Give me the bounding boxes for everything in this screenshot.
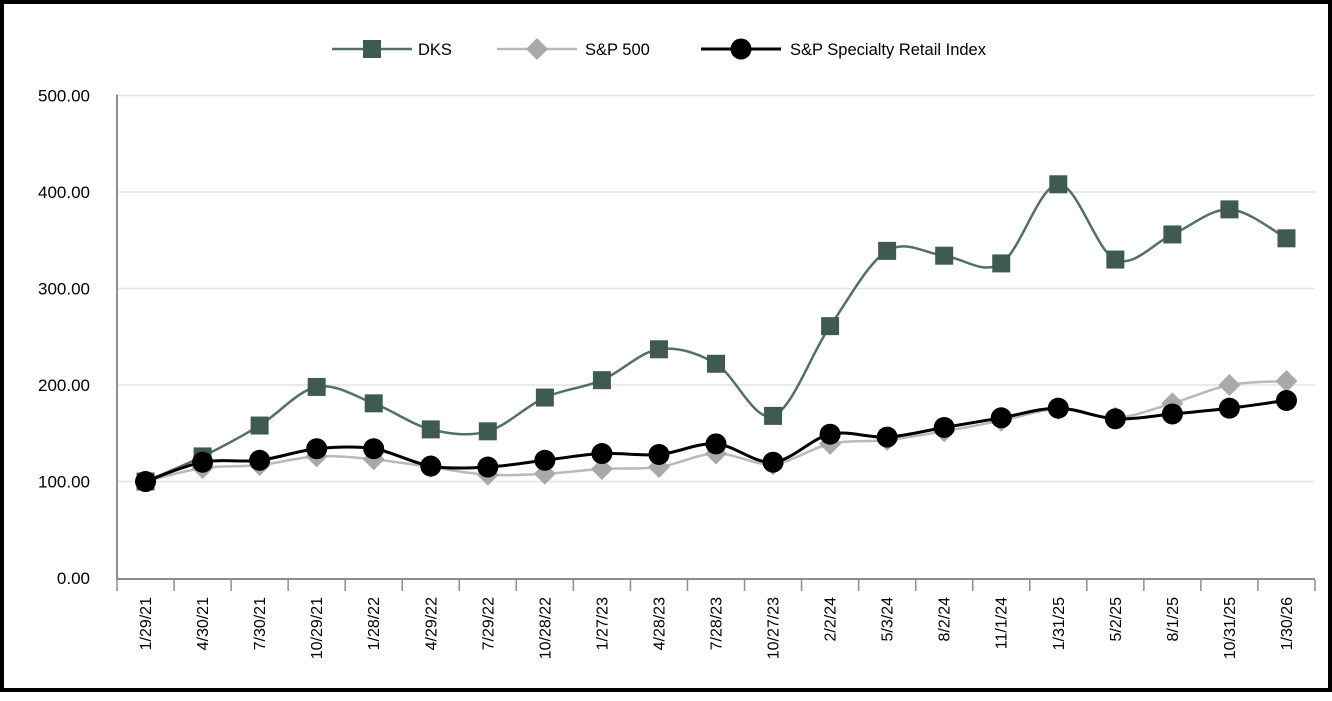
marker-circle-s-p-specialty-retail-index (1047, 397, 1069, 419)
marker-square-dks (1106, 250, 1125, 269)
x-tick-label: 1/31/25 (1051, 597, 1068, 650)
marker-circle-s-p-specialty-retail-index (1275, 389, 1297, 411)
marker-square-dks (707, 354, 725, 373)
x-tick-label: 10/31/25 (1222, 597, 1239, 659)
marker-circle-s-p-specialty-retail-index (705, 433, 727, 455)
marker-square-dks (764, 406, 783, 425)
x-tick-label: 8/1/25 (1165, 597, 1182, 642)
x-tick-label: 10/28/22 (537, 597, 554, 659)
x-tick-label: 11/1/24 (994, 597, 1011, 649)
x-tick-label: 4/29/22 (423, 597, 440, 650)
marker-circle-s-p-specialty-retail-index (534, 449, 556, 471)
x-tick-label: 7/29/22 (480, 597, 497, 650)
y-tick-label: 400.00 (38, 183, 90, 202)
marker-square-dks (364, 394, 383, 413)
x-tick-label: 7/30/21 (252, 597, 269, 650)
marker-square-dks (935, 246, 954, 265)
marker-square-dks (821, 317, 840, 336)
marker-circle-s-p-specialty-retail-index (1161, 403, 1183, 425)
x-tick-label: 2/2/24 (823, 597, 840, 642)
x-tick-label: 8/2/24 (937, 597, 954, 642)
legend-item-s-p-500: S&P 500 (497, 38, 650, 60)
x-axis-labels: 1/29/21 4/30/21 7/30/21 10/29/21 1/28/22 4/29… (138, 597, 1296, 659)
marker-square-dks (1220, 200, 1239, 219)
marker-square-dks (1277, 229, 1296, 248)
marker-circle-s-p-specialty-retail-index (477, 456, 499, 478)
x-tick-label: 10/29/21 (309, 597, 326, 659)
legend-label-s-p-500: S&P 500 (585, 41, 650, 59)
y-tick-label: 0.00 (57, 569, 90, 588)
marker-square-dks (1049, 175, 1068, 194)
y-axis-labels: 0.00 100.00 200.00 300.00 400.00 500.00 (38, 87, 90, 589)
gridlines (117, 94, 1315, 483)
marker-circle-s-p-specialty-retail-index (306, 438, 328, 460)
marker-diamond-s-p-500 (1218, 374, 1241, 396)
performance-chart-svg: 0.00 100.00 200.00 300.00 400.00 500.00 1/29/2… (38, 38, 1316, 659)
marker-circle-s-p-specialty-retail-index (192, 451, 214, 473)
marker-circle-s-p-specialty-retail-index (648, 443, 670, 465)
marker-square-dks (592, 371, 611, 390)
x-tick-label: 5/3/24 (880, 597, 897, 642)
x-tick-label: 1/28/22 (366, 597, 383, 650)
legend-marker-circle-s-p-specialty-retail-index (730, 38, 752, 60)
marker-diamond-s-p-500 (590, 457, 613, 480)
marker-circle-s-p-specialty-retail-index (135, 471, 157, 492)
legend: DKS S&P 500 S&P Specialty Retail Index (332, 38, 987, 60)
marker-circle-s-p-specialty-retail-index (363, 438, 385, 460)
marker-square-dks (992, 254, 1011, 273)
legend-item-dks: DKS (332, 40, 452, 59)
marker-square-dks (649, 340, 668, 359)
legend-marker-square-dks (363, 40, 381, 58)
marker-square-dks (478, 422, 497, 441)
marker-square-dks (421, 420, 440, 439)
x-tick-label: 1/29/21 (138, 597, 155, 650)
marker-circle-s-p-specialty-retail-index (249, 449, 271, 471)
marker-circle-s-p-specialty-retail-index (420, 455, 442, 477)
marker-circle-s-p-specialty-retail-index (1104, 408, 1126, 430)
marker-circle-s-p-specialty-retail-index (591, 443, 613, 465)
y-tick-label: 200.00 (38, 376, 90, 395)
marker-square-dks (1163, 225, 1182, 244)
legend-item-s-p-specialty-retail-index: S&P Specialty Retail Index (701, 38, 987, 60)
marker-circle-s-p-specialty-retail-index (990, 407, 1012, 429)
marker-circle-s-p-specialty-retail-index (1218, 397, 1240, 419)
x-tick-label: 1/27/23 (594, 597, 611, 650)
stock-performance-chart: 0.00 100.00 200.00 300.00 400.00 500.00 1/29/2… (4, 4, 1332, 696)
legend-label-dks: DKS (418, 41, 452, 59)
legend-marker-diamond-s-p-500 (526, 38, 548, 60)
x-tick-label: 1/30/26 (1279, 597, 1296, 650)
marker-circle-s-p-specialty-retail-index (876, 426, 898, 448)
marker-circle-s-p-specialty-retail-index (933, 416, 955, 438)
x-tick-label: 4/28/23 (651, 597, 668, 650)
series-line-dks (144, 183, 1288, 483)
legend-label-s-p-specialty-retail-index: S&P Specialty Retail Index (790, 41, 987, 59)
y-tick-label: 500.00 (38, 87, 90, 106)
marker-circle-s-p-specialty-retail-index (762, 451, 784, 473)
x-tick-label: 10/27/23 (766, 597, 783, 659)
x-tick-label: 7/28/23 (709, 597, 726, 650)
y-tick-label: 100.00 (38, 473, 90, 492)
x-tick-label: 5/2/25 (1108, 597, 1125, 642)
axes (116, 94, 1316, 591)
marker-square-dks (535, 388, 554, 407)
marker-square-dks (878, 241, 897, 260)
y-tick-label: 300.00 (38, 280, 90, 299)
marker-circle-s-p-specialty-retail-index (819, 423, 841, 445)
x-tick-label: 4/30/21 (195, 597, 212, 650)
series-s-p-specialty-retail-index (135, 389, 1297, 492)
marker-square-dks (250, 416, 269, 435)
marker-square-dks (307, 377, 326, 396)
marker-diamond-s-p-500 (1275, 370, 1298, 393)
